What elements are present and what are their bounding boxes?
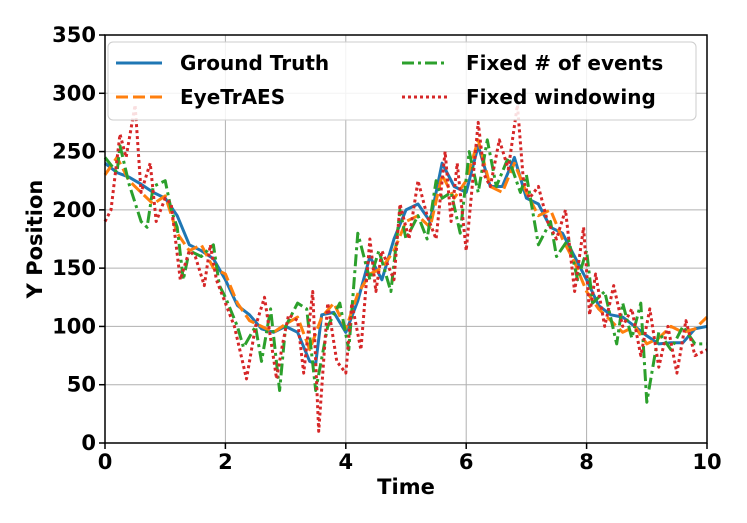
y-tick-label: 100 — [52, 314, 96, 338]
y-tick-label: 250 — [52, 140, 96, 164]
legend-label-3: Fixed windowing — [466, 85, 656, 109]
x-tick-label: 8 — [579, 450, 594, 474]
legend-label-0: Ground Truth — [180, 51, 329, 75]
x-tick-label: 0 — [98, 450, 113, 474]
series-group — [103, 103, 709, 433]
plot-frame — [104, 34, 708, 444]
series-line-2 — [103, 138, 707, 404]
y-tick-label: 150 — [52, 256, 96, 280]
y-axis-label: Y Position — [23, 180, 47, 300]
series-line-3 — [103, 103, 708, 433]
legend-label-1: EyeTrAES — [180, 85, 285, 109]
y-tick-label: 50 — [67, 373, 96, 397]
x-tick-label: 10 — [692, 450, 721, 474]
legend-box — [107, 41, 697, 121]
y-tick-label: 0 — [81, 431, 96, 455]
legend-label-2: Fixed # of events — [466, 51, 663, 75]
x-tick-label: 6 — [459, 450, 474, 474]
y-tick-label: 350 — [52, 23, 96, 47]
y-tick-label: 200 — [52, 198, 96, 222]
x-tick-label: 2 — [218, 450, 233, 474]
y-tick-label: 300 — [52, 81, 96, 105]
x-axis-label: Time — [377, 475, 435, 499]
legend: Ground Truth EyeTrAES Fixed # of events Fix… — [107, 41, 697, 121]
series-line-1 — [103, 138, 709, 352]
x-tick-label: 4 — [338, 450, 353, 474]
